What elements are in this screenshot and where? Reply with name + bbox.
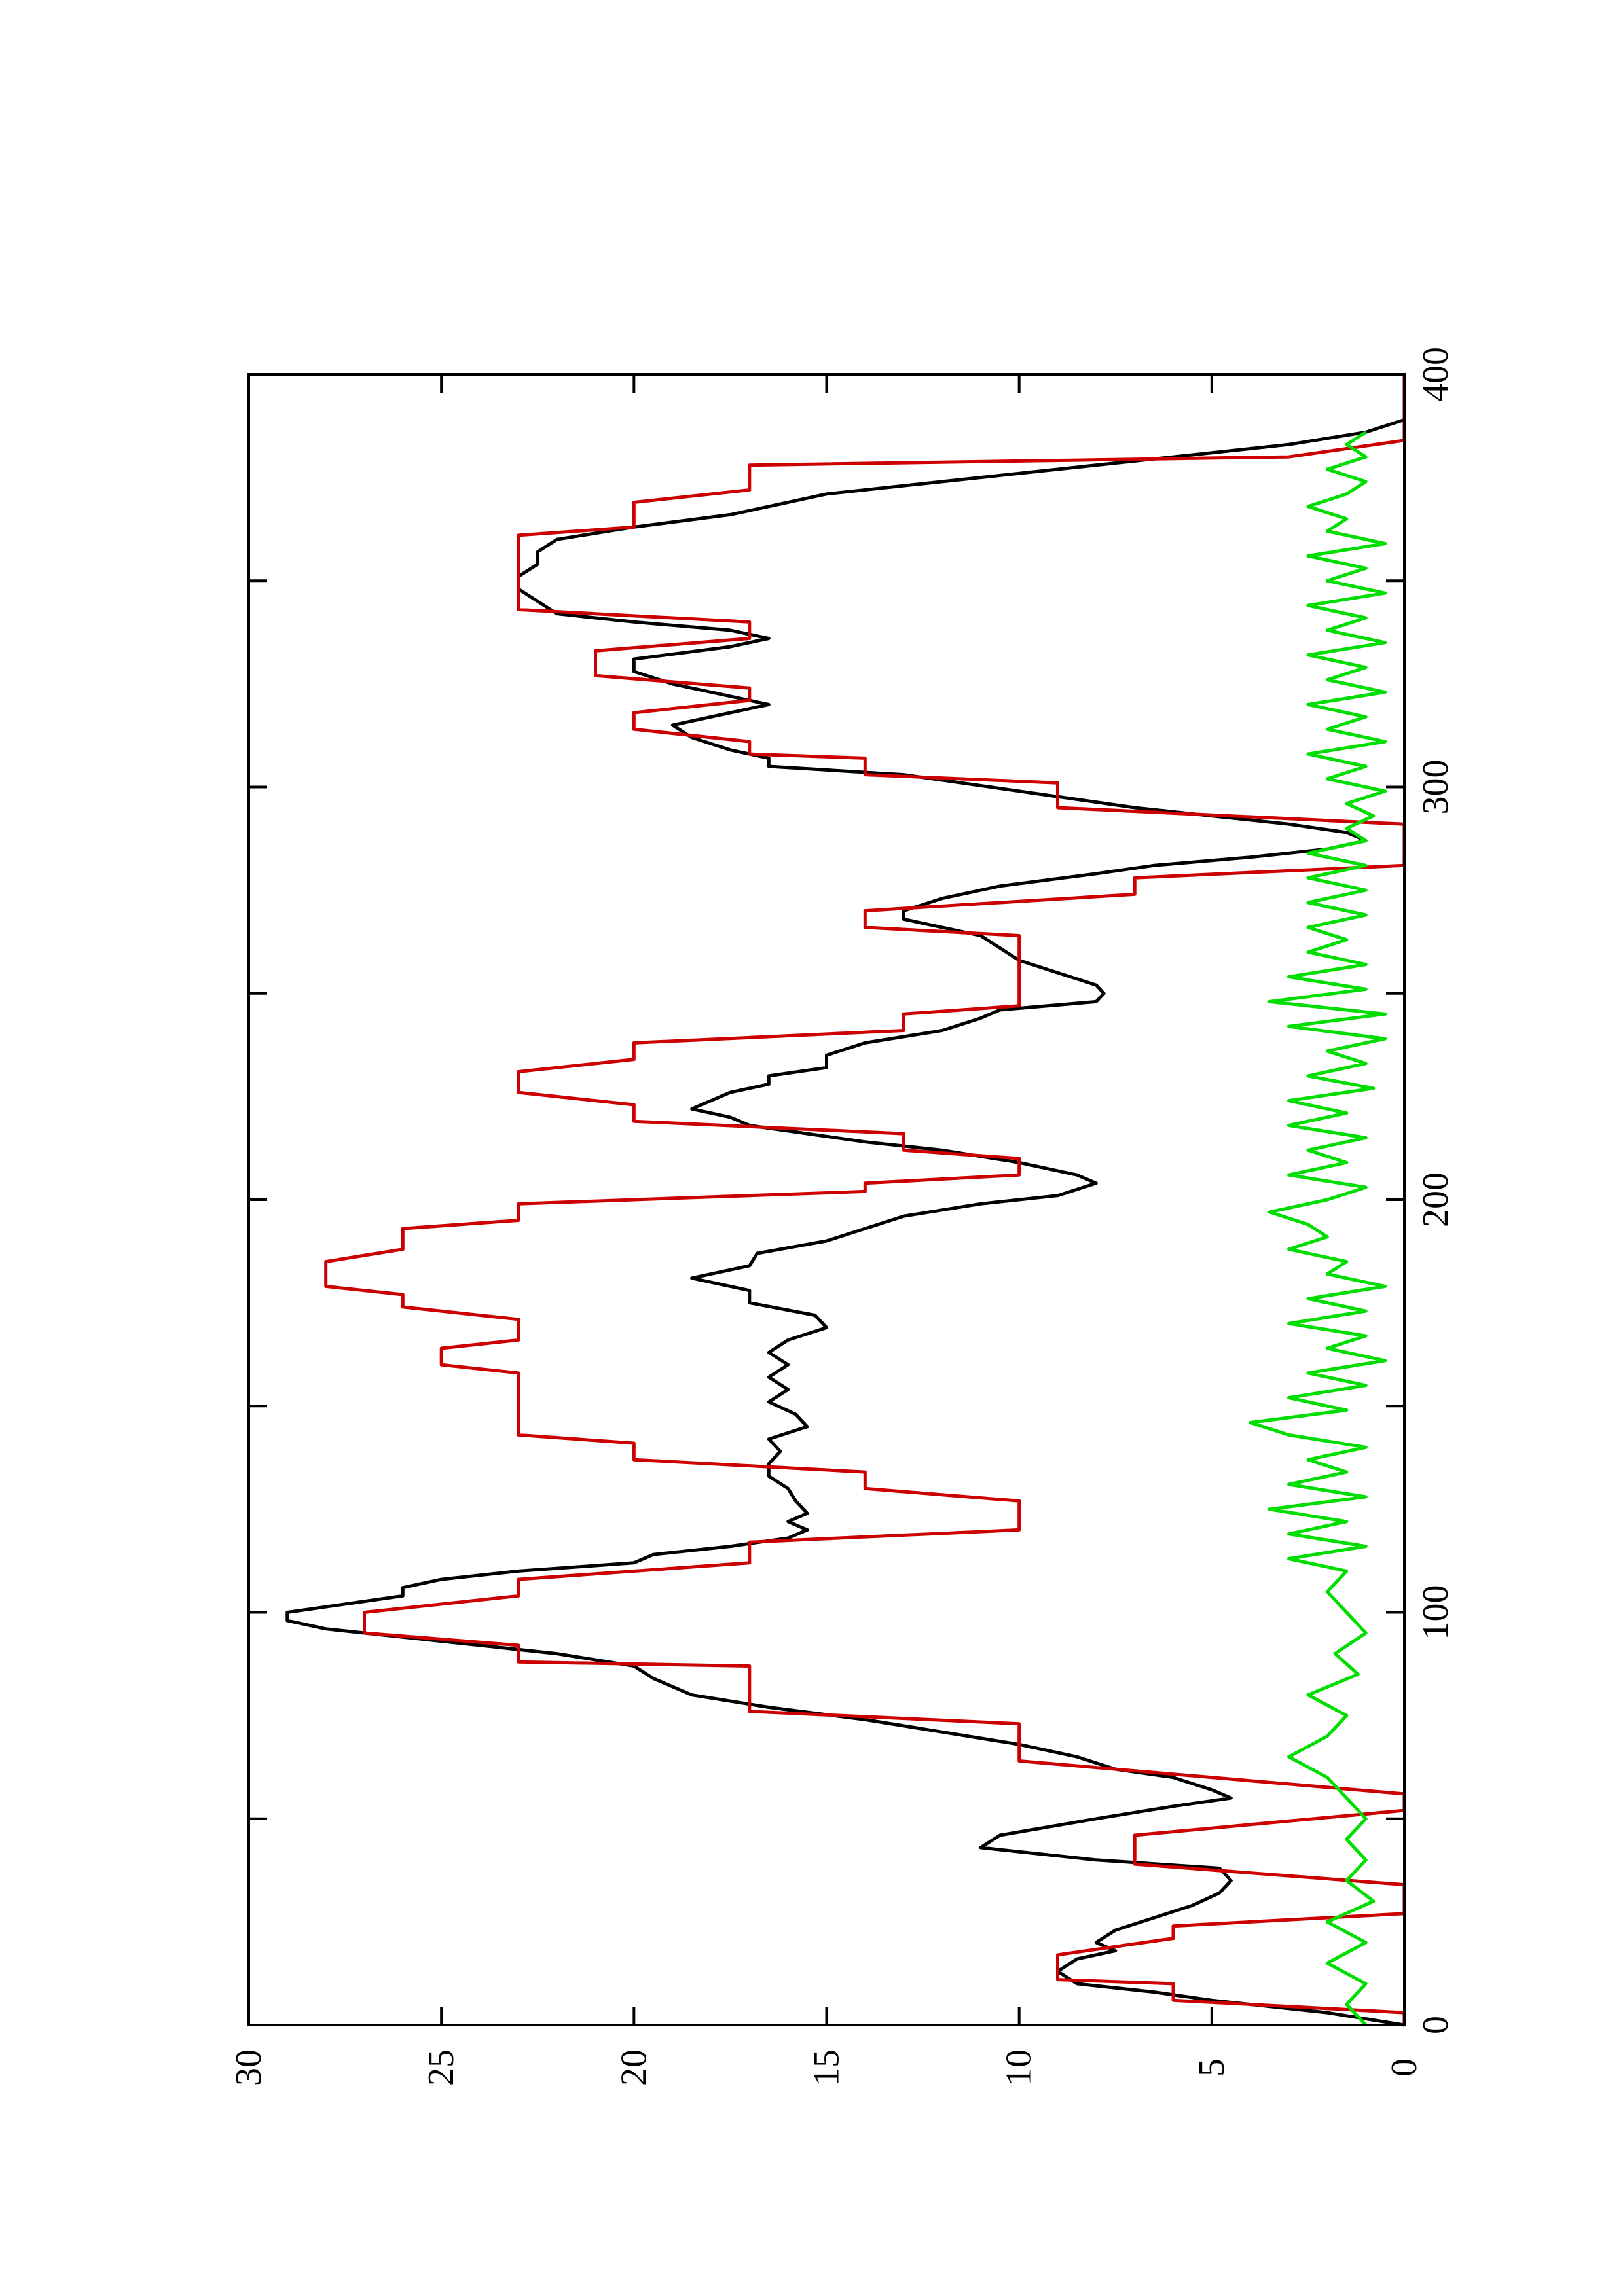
y-tick-label: 10 <box>999 2049 1040 2086</box>
axis-ticks <box>247 373 1406 2026</box>
x-tick-label: 300 <box>1415 760 1456 815</box>
y-tick-label: 25 <box>421 2049 462 2086</box>
plot-frame <box>247 373 1406 2026</box>
x-tick-label: 0 <box>1415 2016 1456 2034</box>
x-tick-label: 100 <box>1415 1585 1456 1640</box>
x-tick-label: 400 <box>1415 347 1456 402</box>
y-tick-label: 30 <box>228 2049 269 2086</box>
x-axis-tick-labels: 0 100 200 300 400 <box>1415 347 1456 2034</box>
y-tick-label: 5 <box>1192 2058 1232 2077</box>
y-tick-label: 0 <box>1384 2058 1425 2077</box>
y-axis-tick-labels: 0 5 10 15 20 25 30 <box>228 2049 1425 2086</box>
x-tick-label: 200 <box>1415 1172 1456 1227</box>
series-red-step-line <box>324 374 1406 2025</box>
y-tick-label: 20 <box>613 2049 654 2086</box>
series-green-line <box>1249 431 1387 2026</box>
series-layer <box>285 374 1406 2027</box>
y-tick-label: 15 <box>807 2049 847 2086</box>
series-black-line <box>285 418 1405 2027</box>
